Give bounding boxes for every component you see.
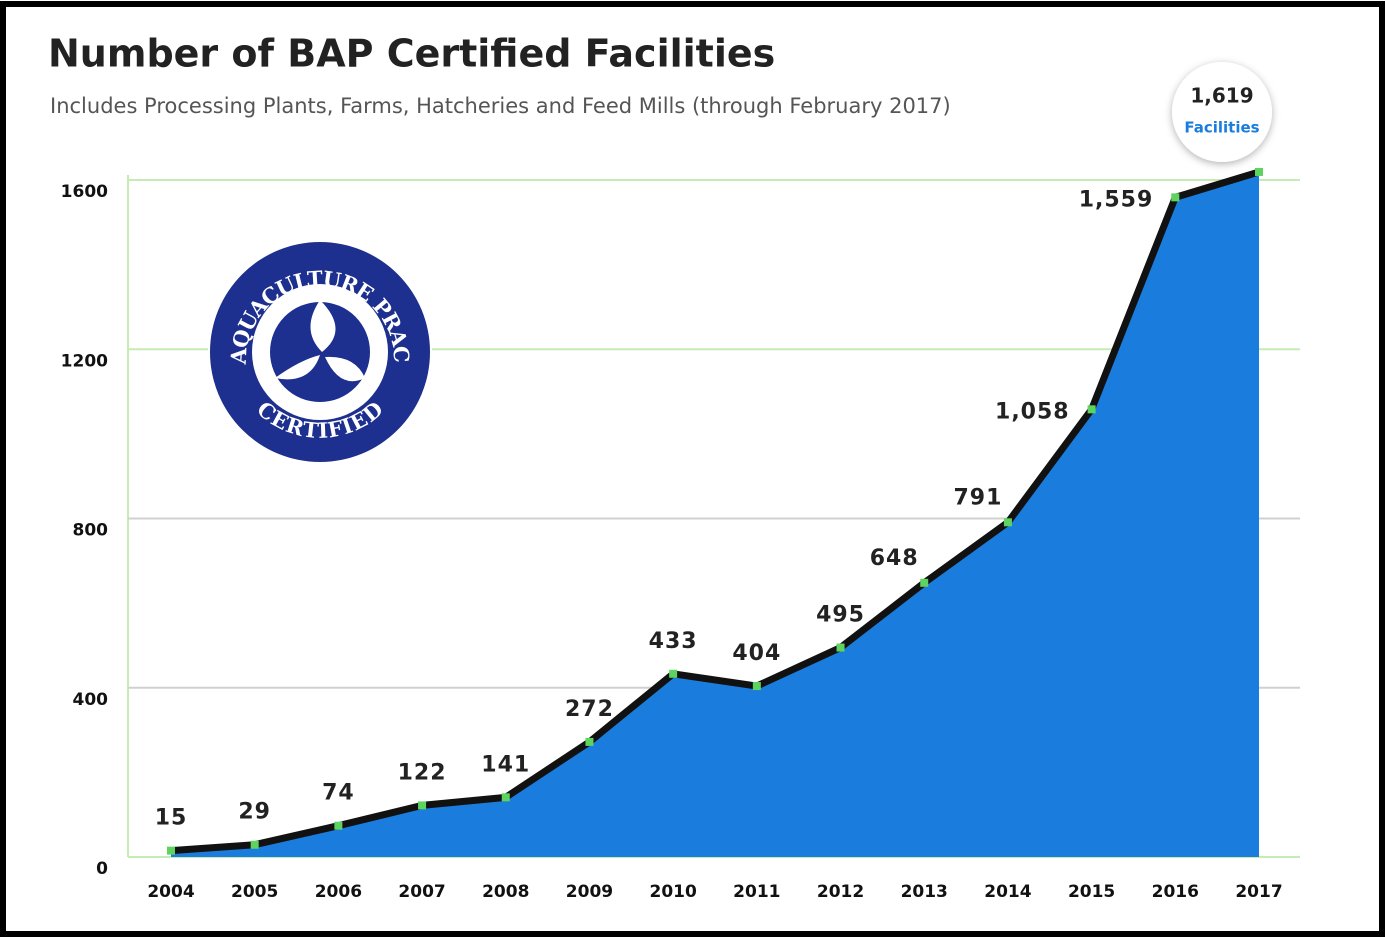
x-tick-label: 2006 [315, 882, 362, 902]
data-label: 15 [155, 806, 188, 831]
data-label: 1,058 [995, 399, 1070, 424]
x-tick-label: 2010 [649, 882, 696, 902]
marker [920, 578, 929, 587]
data-label: 1,559 [1079, 187, 1154, 212]
line [170, 168, 1261, 855]
marker [167, 846, 175, 855]
callout-bubble [1172, 62, 1272, 162]
chart-title: Number of BAP Certified Facilities [48, 32, 775, 76]
data-label: 495 [816, 603, 865, 628]
area [171, 171, 1259, 857]
data-label: 29 [238, 800, 271, 825]
data-label: 272 [565, 697, 614, 722]
y-tick-label: 400 [73, 690, 109, 710]
x-tick-label: 2016 [1152, 882, 1199, 902]
data-label: 648 [870, 546, 919, 571]
x-tick-label: 2015 [1068, 882, 1115, 902]
x-tick-label: 2011 [733, 882, 780, 902]
marker [1255, 167, 1263, 176]
data-label: 1,619 [1190, 84, 1253, 108]
x-tick-label: 2013 [901, 882, 948, 902]
y-tick-label: 1600 [61, 182, 108, 202]
callout-text: Facilities [1184, 119, 1259, 137]
marker [501, 793, 510, 802]
marker [250, 840, 259, 849]
x-tick-label: 2005 [231, 882, 278, 902]
marker [752, 682, 761, 691]
data-label: 433 [649, 629, 698, 654]
x-tick-label: 2012 [817, 882, 864, 902]
data-label: 74 [322, 781, 355, 806]
x-tick-label: 2007 [398, 882, 445, 902]
callout: Facilities [1172, 62, 1272, 162]
marker [334, 821, 343, 830]
marker [418, 801, 427, 810]
data-label: 122 [398, 760, 447, 785]
data-label: 791 [953, 485, 1002, 510]
x-tick-label: 2008 [482, 882, 529, 902]
chart-subtitle: Includes Processing Plants, Farms, Hatch… [50, 94, 951, 118]
marker [1171, 193, 1180, 202]
marker [836, 643, 845, 652]
x-tick-label: 2017 [1235, 882, 1282, 902]
x-tick-label: 2014 [984, 882, 1031, 902]
marker [669, 669, 678, 678]
y-tick-label: 0 [96, 859, 108, 879]
data-label: 141 [481, 752, 530, 777]
data-label: 404 [732, 641, 781, 666]
y-tick-label: 1200 [61, 351, 108, 371]
y-tick-label: 800 [73, 521, 109, 541]
marker [1087, 405, 1096, 414]
marker [1003, 518, 1012, 527]
plot: 2004 15 2005 29 2006 74 2007 122 2008 141 2009 272 2… [147, 167, 1283, 902]
marker [585, 737, 594, 746]
x-tick-label: 2009 [566, 882, 613, 902]
x-tick-label: 2004 [147, 882, 194, 902]
logo-fish-shapes [275, 300, 365, 382]
